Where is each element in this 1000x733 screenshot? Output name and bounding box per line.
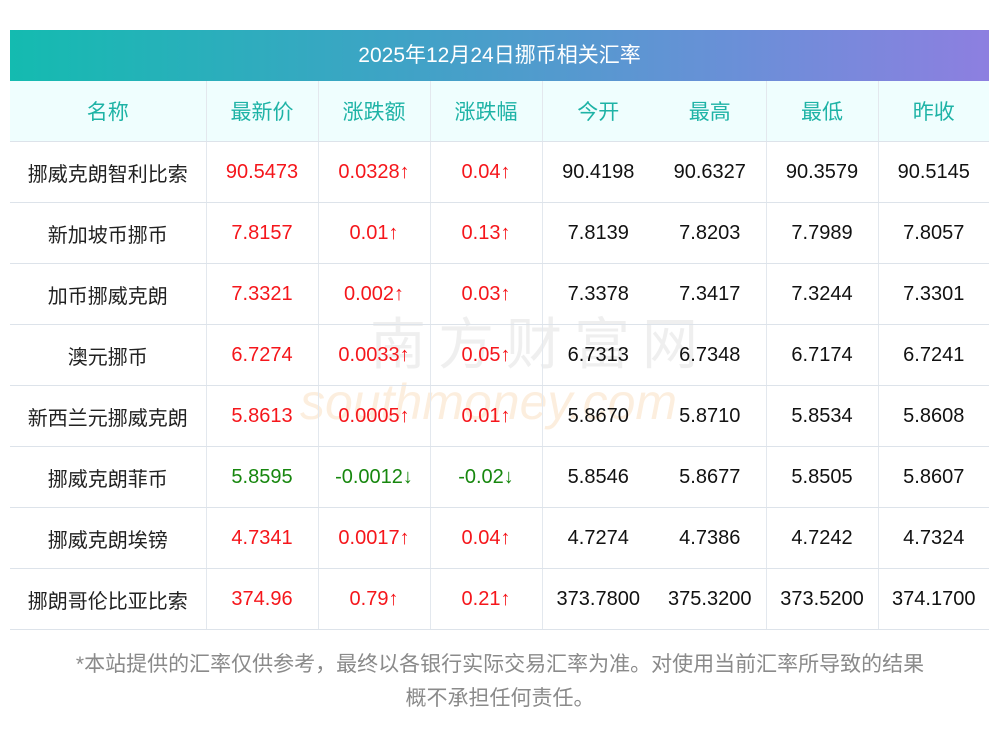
prev-close: 374.1700 [878,568,989,630]
high-price: 7.8203 [654,202,767,264]
low-price: 5.8534 [766,385,879,447]
change-percent: 0.04↑ [430,507,543,569]
table-row: 新加坡币挪币 7.8157 0.01↑ 0.13↑ 7.8139 7.8203 7.7989… [10,202,989,264]
latest-price: 7.3321 [206,263,319,325]
latest-price: 5.8613 [206,385,319,447]
column-header: 最低 [766,81,879,142]
change-percent: 0.03↑ [430,263,543,325]
table-header-row: 名称 最新价 涨跌额 涨跌幅 今开 最高 最低 昨收 [10,81,989,142]
prev-close: 6.7241 [878,324,989,386]
low-price: 373.5200 [766,568,879,630]
change-amount: 0.0017↑ [318,507,431,569]
low-price: 4.7242 [766,507,879,569]
change-percent: 0.13↑ [430,202,543,264]
change-percent: 0.21↑ [430,568,543,630]
table-row: 挪威克朗埃镑 4.7341 0.0017↑ 0.04↑ 4.7274 4.7386 4.72… [10,507,989,569]
currency-name: 新西兰元挪威克朗 [10,385,207,447]
high-price: 5.8677 [654,446,767,508]
table-row: 新西兰元挪威克朗 5.8613 0.0005↑ 0.01↑ 5.8670 5.8710 5.… [10,385,989,447]
prev-close: 7.3301 [878,263,989,325]
column-header: 最新价 [206,81,319,142]
latest-price: 5.8595 [206,446,319,508]
table-row: 挪朗哥伦比亚比索 374.96 0.79↑ 0.21↑ 373.7800 375.3200… [10,568,989,630]
latest-price: 374.96 [206,568,319,630]
change-amount: 0.0328↑ [318,141,431,203]
table-row: 挪威克朗菲币 5.8595 -0.0012↓ -0.02↓ 5.8546 5.8677 5.… [10,446,989,508]
currency-name: 挪威克朗菲币 [10,446,207,508]
column-header: 最高 [654,81,767,142]
low-price: 90.3579 [766,141,879,203]
change-percent: 0.05↑ [430,324,543,386]
prev-close: 5.8608 [878,385,989,447]
table-row: 挪威克朗智利比索 90.5473 0.0328↑ 0.04↑ 90.4198 90.632… [10,141,989,203]
open-price: 5.8670 [542,385,654,447]
currency-name: 挪朗哥伦比亚比索 [10,568,207,630]
open-price: 90.4198 [542,141,654,203]
change-amount: 0.01↑ [318,202,431,264]
latest-price: 90.5473 [206,141,319,203]
rate-table-panel: 2025年12月24日挪币相关汇率 名称 最新价 涨跌额 涨跌幅 今开 最高 最低 昨收 挪威… [10,30,989,630]
table-row: 加币挪威克朗 7.3321 0.002↑ 0.03↑ 7.3378 7.3417 7.324… [10,263,989,325]
low-price: 7.7989 [766,202,879,264]
low-price: 7.3244 [766,263,879,325]
change-amount: 0.002↑ [318,263,431,325]
currency-name: 新加坡币挪币 [10,202,207,264]
open-price: 5.8546 [542,446,654,508]
high-price: 90.6327 [654,141,767,203]
currency-name: 加币挪威克朗 [10,263,207,325]
column-header: 涨跌幅 [430,81,543,142]
latest-price: 4.7341 [206,507,319,569]
column-header: 名称 [10,81,207,142]
open-price: 6.7313 [542,324,654,386]
low-price: 6.7174 [766,324,879,386]
change-amount: 0.79↑ [318,568,431,630]
prev-close: 5.8607 [878,446,989,508]
change-amount: 0.0005↑ [318,385,431,447]
high-price: 6.7348 [654,324,767,386]
disclaimer-line-2: 概不承担任何责任。 [405,687,595,710]
latest-price: 7.8157 [206,202,319,264]
prev-close: 7.8057 [878,202,989,264]
high-price: 7.3417 [654,263,767,325]
open-price: 4.7274 [542,507,654,569]
high-price: 375.3200 [654,568,767,630]
change-percent: 0.01↑ [430,385,543,447]
disclaimer: *本站提供的汇率仅供参考，最终以各银行实际交易汇率为准。对使用当前汇率所导致的结… [0,648,1000,716]
currency-name: 挪威克朗埃镑 [10,507,207,569]
change-percent: -0.02↓ [430,446,543,508]
prev-close: 4.7324 [878,507,989,569]
open-price: 373.7800 [542,568,654,630]
table-title: 2025年12月24日挪币相关汇率 [10,30,989,81]
open-price: 7.3378 [542,263,654,325]
column-header: 涨跌额 [318,81,431,142]
column-header: 今开 [542,81,654,142]
change-amount: 0.0033↑ [318,324,431,386]
table-row: 澳元挪币 6.7274 0.0033↑ 0.05↑ 6.7313 6.7348 6.7174… [10,324,989,386]
high-price: 5.8710 [654,385,767,447]
high-price: 4.7386 [654,507,767,569]
latest-price: 6.7274 [206,324,319,386]
disclaimer-line-1: *本站提供的汇率仅供参考，最终以各银行实际交易汇率为准。对使用当前汇率所导致的结… [75,653,925,676]
currency-name: 挪威克朗智利比索 [10,141,207,203]
currency-name: 澳元挪币 [10,324,207,386]
open-price: 7.8139 [542,202,654,264]
low-price: 5.8505 [766,446,879,508]
rate-table: 名称 最新价 涨跌额 涨跌幅 今开 最高 最低 昨收 挪威克朗智利比索 90.5473 0.032… [10,81,989,630]
change-amount: -0.0012↓ [318,446,431,508]
prev-close: 90.5145 [878,141,989,203]
column-header: 昨收 [878,81,989,142]
change-percent: 0.04↑ [430,141,543,203]
